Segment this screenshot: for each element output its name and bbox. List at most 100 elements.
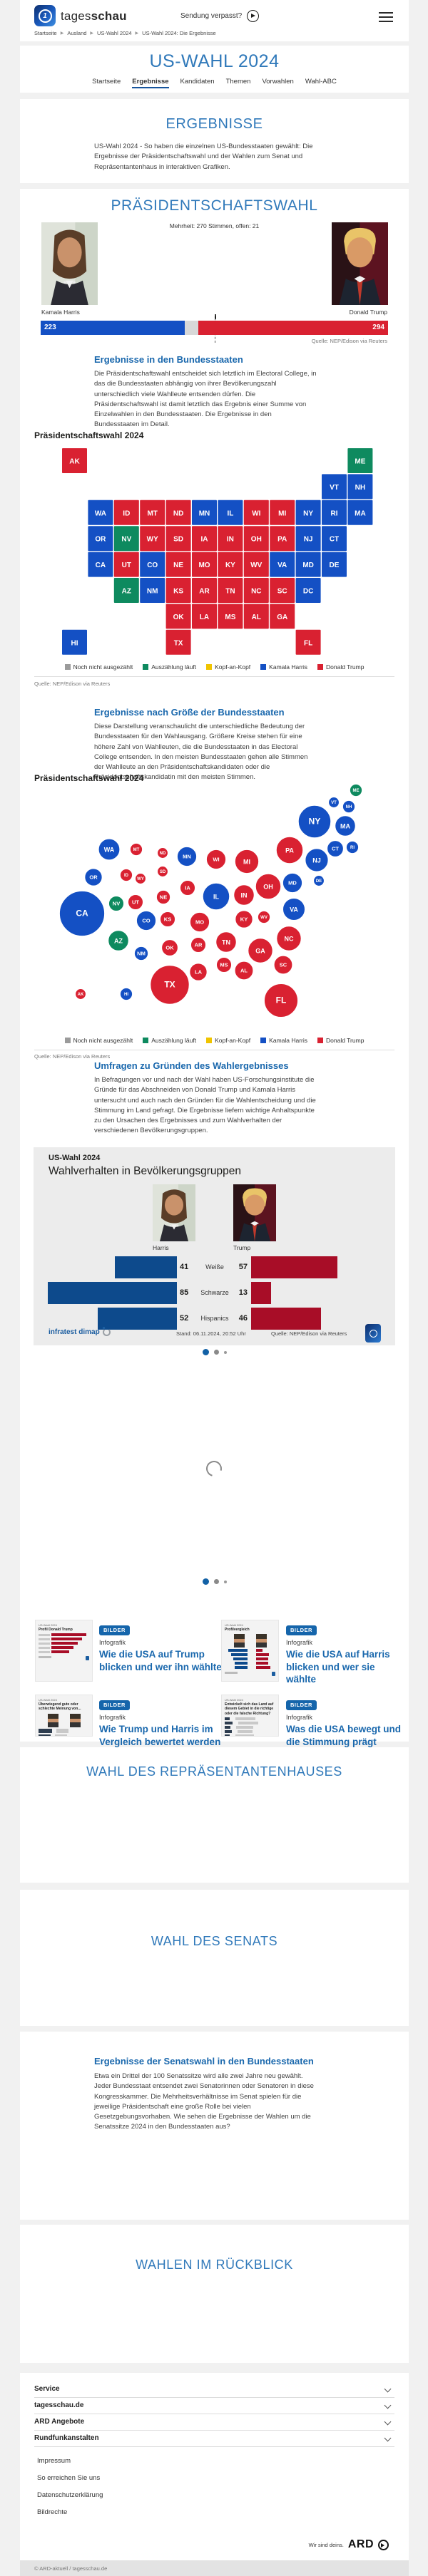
state-bubble-RI[interactable]: RI (345, 840, 360, 854)
state-tile-IN[interactable]: IN (218, 526, 243, 552)
state-bubble-WY[interactable]: WY (135, 873, 146, 884)
state-tile-FL[interactable]: FL (295, 629, 321, 655)
teaser-title[interactable]: Wie die USA auf Trump blicken und wer ih… (99, 1649, 222, 1672)
state-bubble-NM[interactable]: NM (133, 946, 149, 961)
state-tile-MD[interactable]: MD (295, 552, 321, 577)
state-tile-SD[interactable]: SD (165, 526, 191, 552)
bilder-badge[interactable]: BILDER (99, 1625, 130, 1635)
state-bubble-MO[interactable]: MO (189, 911, 210, 933)
state-tile-KY[interactable]: KY (218, 552, 243, 577)
state-tile-SC[interactable]: SC (270, 578, 295, 603)
state-bubble-SD[interactable]: SD (157, 866, 168, 877)
carousel-dot[interactable] (213, 1350, 219, 1355)
state-bubble-KY[interactable]: KY (235, 910, 253, 929)
state-tile-NE[interactable]: NE (165, 552, 191, 577)
state-tile-TN[interactable]: TN (218, 578, 243, 603)
state-bubble-AL[interactable]: AL (234, 961, 254, 981)
state-bubble-ID[interactable]: ID (119, 868, 133, 882)
footer-accordion-service[interactable]: Service (20, 2381, 409, 2398)
state-bubble-TX[interactable]: TX (150, 965, 190, 1005)
state-bubble-OH[interactable]: OH (255, 873, 282, 900)
state-tile-CA[interactable]: CA (88, 552, 113, 577)
breadcrumb-item[interactable]: Startseite (34, 30, 57, 36)
state-bubble-LA[interactable]: LA (189, 963, 208, 981)
state-tile-GA[interactable]: GA (270, 604, 295, 629)
state-tile-NH[interactable]: NH (347, 474, 373, 500)
state-bubble-IN[interactable]: IN (233, 884, 255, 906)
us-states-map[interactable]: AK ME VT NH WA ID MT ND MN IL WI MI NY RI MA OR NV WY SD IA… (61, 445, 374, 658)
teaser-thumbnail[interactable]: US-Wahl 2024 Überwiegend gute oder schlec… (35, 1695, 93, 1737)
state-tile-CT[interactable]: CT (322, 526, 347, 552)
state-bubble-MS[interactable]: MS (215, 956, 233, 973)
state-tile-OK[interactable]: OK (165, 604, 191, 629)
us-cartogram-map[interactable]: ME VT NH NY MA WA MT ND MN WI MI PA NJ CT RI OR ID WY SD IA… (57, 780, 378, 1031)
carousel-dot[interactable] (213, 1579, 219, 1584)
state-tile-CO[interactable]: CO (140, 552, 165, 577)
menu-icon[interactable] (379, 12, 393, 22)
teaser-title[interactable]: Wie Trump und Harris im Vergleich bewert… (99, 1724, 221, 1747)
carousel-dot-active[interactable] (202, 1349, 209, 1355)
state-tile-IL[interactable]: IL (218, 500, 243, 525)
footer-accordion-ardangebote[interactable]: ARD Angebote (20, 2414, 409, 2431)
state-bubble-AK[interactable]: AK (75, 988, 86, 1000)
state-tile-HI[interactable]: HI (62, 629, 87, 655)
state-tile-MO[interactable]: MO (192, 552, 217, 577)
tab-startseite[interactable]: Startseite (92, 78, 121, 86)
state-bubble-MI[interactable]: MI (234, 849, 260, 874)
state-bubble-MT[interactable]: MT (129, 842, 143, 857)
state-bubble-MD[interactable]: MD (282, 872, 303, 894)
tab-themen[interactable]: Themen (225, 78, 251, 86)
state-tile-NC[interactable]: NC (243, 578, 269, 603)
state-bubble-FL[interactable]: FL (263, 983, 299, 1018)
state-bubble-CO[interactable]: CO (136, 910, 157, 931)
tab-wahlabc[interactable]: Wahl-ABC (305, 78, 337, 86)
state-bubble-ME[interactable]: ME (349, 783, 363, 797)
footer-link-impressum[interactable]: Impressum (37, 2457, 71, 2465)
tagesschau-wordmark[interactable]: tagesschau (61, 9, 127, 23)
state-tile-WV[interactable]: WV (243, 552, 269, 577)
state-bubble-IA[interactable]: IA (179, 879, 196, 896)
state-bubble-VT[interactable]: VT (328, 797, 340, 808)
state-bubble-PA[interactable]: PA (275, 836, 304, 864)
state-tile-NV[interactable]: NV (113, 526, 139, 552)
state-bubble-DE[interactable]: DE (313, 875, 325, 886)
state-bubble-NC[interactable]: NC (276, 926, 302, 951)
state-tile-LA[interactable]: LA (192, 604, 217, 629)
bilder-badge[interactable]: BILDER (99, 1700, 130, 1710)
state-bubble-MN[interactable]: MN (176, 846, 198, 867)
tagesschau-logo-icon[interactable]: 1 (34, 5, 56, 26)
state-tile-TX[interactable]: TX (165, 629, 191, 655)
state-bubble-WA[interactable]: WA (98, 838, 121, 861)
state-tile-AK[interactable]: AK (62, 448, 87, 473)
state-tile-IA[interactable]: IA (192, 526, 217, 552)
state-tile-NM[interactable]: NM (140, 578, 165, 603)
play-icon[interactable] (247, 10, 260, 22)
state-bubble-GA[interactable]: GA (248, 938, 273, 963)
carousel-dot[interactable] (223, 1580, 227, 1583)
state-bubble-WI[interactable]: WI (205, 849, 227, 870)
state-tile-WY[interactable]: WY (140, 526, 165, 552)
tab-vorwahlen[interactable]: Vorwahlen (262, 78, 294, 86)
state-tile-MS[interactable]: MS (218, 604, 243, 629)
state-tile-MT[interactable]: MT (140, 500, 165, 525)
state-tile-NJ[interactable]: NJ (295, 526, 321, 552)
state-bubble-SC[interactable]: SC (273, 955, 293, 975)
footer-link-soerreichensieuns[interactable]: So erreichen Sie uns (37, 2474, 101, 2482)
state-tile-KS[interactable]: KS (165, 578, 191, 603)
state-tile-OR[interactable]: OR (88, 526, 113, 552)
state-tile-AZ[interactable]: AZ (113, 578, 139, 603)
breadcrumb-item[interactable]: Ausland (67, 30, 87, 36)
teaser-title[interactable]: Wie die USA auf Harris blicken und wer s… (286, 1649, 390, 1685)
sendung-verpasst-link[interactable]: Sendung verpasst? (180, 10, 260, 22)
state-bubble-WV[interactable]: WV (257, 910, 271, 924)
state-tile-VA[interactable]: VA (270, 552, 295, 577)
state-tile-NY[interactable]: NY (295, 500, 321, 525)
state-bubble-TN[interactable]: TN (215, 931, 237, 953)
state-bubble-AR[interactable]: AR (190, 936, 207, 953)
state-tile-PA[interactable]: PA (270, 526, 295, 552)
teaser-title[interactable]: Was die USA bewegt und die Stimmung präg… (286, 1724, 402, 1747)
state-tile-ID[interactable]: ID (113, 500, 139, 525)
breadcrumb-item[interactable]: US-Wahl 2024 (97, 30, 132, 36)
footer-link-bildrechte[interactable]: Bildrechte (37, 2508, 68, 2516)
footer-accordion-tagesschaude[interactable]: tagesschau.de (20, 2398, 409, 2414)
